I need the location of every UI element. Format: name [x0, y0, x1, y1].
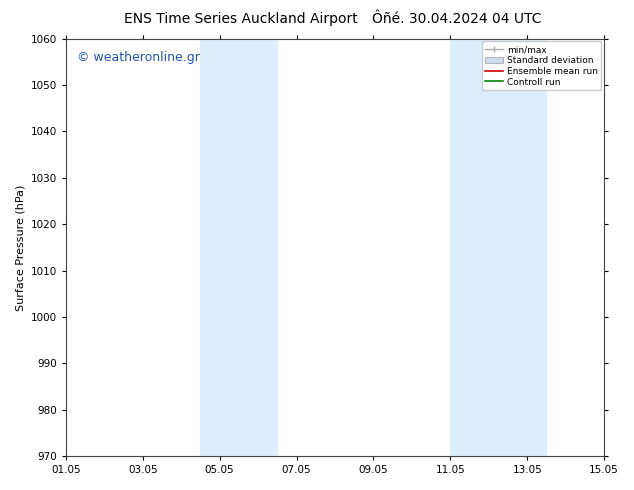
- Bar: [200, 39, 277, 456]
- Text: © weatheronline.gr: © weatheronline.gr: [77, 51, 200, 64]
- Text: Ôñé. 30.04.2024 04 UTC: Ôñé. 30.04.2024 04 UTC: [372, 12, 541, 26]
- Legend: min/max, Standard deviation, Ensemble mean run, Controll run: min/max, Standard deviation, Ensemble me…: [482, 42, 602, 90]
- Bar: [450, 39, 547, 456]
- Y-axis label: Surface Pressure (hPa): Surface Pressure (hPa): [15, 184, 25, 311]
- Text: ENS Time Series Auckland Airport: ENS Time Series Auckland Airport: [124, 12, 358, 26]
